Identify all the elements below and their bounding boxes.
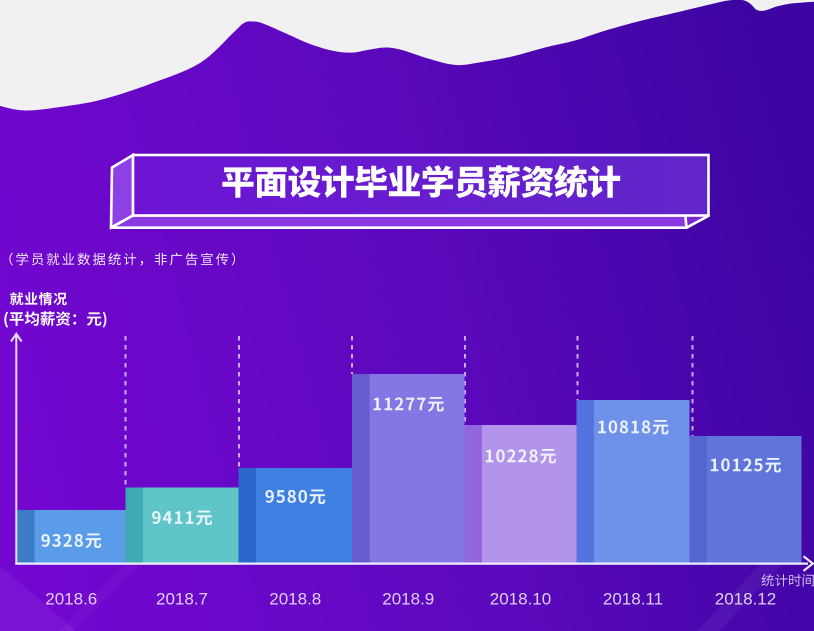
svg-text:2018.7: 2018.7 — [156, 590, 208, 609]
svg-text:2018.6: 2018.6 — [45, 590, 97, 609]
svg-text:2018.10: 2018.10 — [490, 590, 551, 609]
svg-text:2018.8: 2018.8 — [269, 590, 321, 609]
svg-text:2018.11: 2018.11 — [603, 590, 663, 609]
svg-text:2018.12: 2018.12 — [715, 590, 776, 609]
svg-text:2018.9: 2018.9 — [382, 590, 434, 609]
